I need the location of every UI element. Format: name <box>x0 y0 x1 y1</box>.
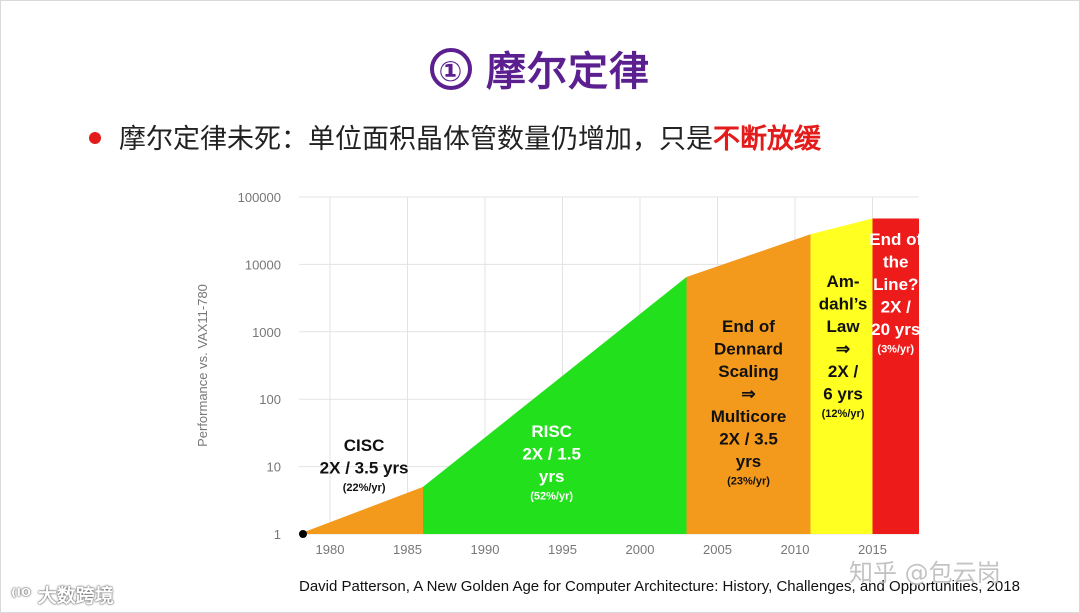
segment-label-line: Am- <box>827 272 860 291</box>
start-point-marker <box>299 530 307 538</box>
x-tick-label: 2000 <box>626 542 655 557</box>
area-segment <box>686 234 811 535</box>
segment-rate-label: (12%/yr) <box>822 408 865 420</box>
segment-label-line: yrs <box>736 452 762 471</box>
segment-label-line: ⇒ <box>741 385 755 404</box>
segment-label-line: 6 yrs <box>823 385 863 404</box>
segment-rate-label: (22%/yr) <box>343 482 386 494</box>
slide-title-text: 摩尔定律 <box>486 49 650 95</box>
x-tick-label: 1985 <box>393 542 422 557</box>
x-tick-label: 1995 <box>548 542 577 557</box>
segment-label-line: 2X / 3.5 yrs <box>320 459 409 478</box>
segment-label-line: yrs <box>539 467 565 486</box>
segment-rate-label: (23%/yr) <box>727 476 770 488</box>
x-tick-label: 1980 <box>316 542 345 557</box>
area-segment <box>423 277 687 534</box>
watermark-left: ⁽ᴵᴼ 大数跨境 <box>11 585 114 607</box>
x-tick-label: 2005 <box>703 542 732 557</box>
y-axis-label: Performance vs. VAX11-780 <box>195 284 210 447</box>
segment-label-line: CISC <box>344 436 385 455</box>
segment-label-line: 2X / <box>828 362 859 381</box>
segment-label-line: Line? <box>873 275 918 294</box>
slide-number-badge: ① <box>430 48 472 90</box>
x-tick-label: 2010 <box>781 542 810 557</box>
segment-rate-label: (3%/yr) <box>877 344 914 356</box>
performance-chart: 1 10 100 1000 10000 100000 1980 1985 1990 1995 200… <box>195 190 923 557</box>
bullet-point: 摩尔定律未死：单位面积晶体管数量仍增加，只是不断放缓 <box>89 117 821 156</box>
y-tick-label: 100000 <box>238 190 281 205</box>
x-tick-label: 2015 <box>858 542 887 557</box>
y-tick-label: 10000 <box>245 257 281 272</box>
source-citation: David Patterson, A New Golden Age for Co… <box>299 578 1020 595</box>
y-tick-label: 1 <box>274 527 281 542</box>
segment-label-line: RISC <box>531 422 572 441</box>
area-segment <box>872 218 919 534</box>
y-tick-label: 10 <box>267 460 281 475</box>
slide-title: ① 摩尔定律 <box>1 39 1079 97</box>
y-tick-label: 1000 <box>252 325 281 340</box>
bullet-text: 摩尔定律未死：单位面积晶体管数量仍增加，只是 <box>119 124 713 155</box>
segment-label-line: Dennard <box>714 340 783 359</box>
watermark-right: 知乎 @包云岗 <box>849 559 1001 587</box>
segment-label-line: dahl’s <box>819 295 868 314</box>
y-tick-label: 100 <box>259 392 281 407</box>
x-tick-label: 1990 <box>471 542 500 557</box>
segment-label-line: End of <box>722 317 775 336</box>
segment-label-line: ⇒ <box>836 340 850 359</box>
segment-label-line: End of <box>869 230 922 249</box>
segment-label-line: 2X / 3.5 <box>719 430 778 449</box>
bullet-dot-icon <box>89 131 101 144</box>
segment-label-line: Multicore <box>711 407 787 426</box>
segment-rate-label: (52%/yr) <box>530 491 573 503</box>
segment-label-line: 2X / <box>881 298 912 317</box>
segment-label-line: the <box>883 253 909 272</box>
segment-label-line: Law <box>827 317 861 336</box>
area-segment <box>810 218 873 534</box>
segment-label-line: 20 yrs <box>871 320 920 339</box>
segment-label-line: Scaling <box>718 362 778 381</box>
bullet-highlight: 不断放缓 <box>713 124 821 155</box>
area-segment <box>299 486 423 534</box>
segment-label-line: 2X / 1.5 <box>522 445 581 464</box>
